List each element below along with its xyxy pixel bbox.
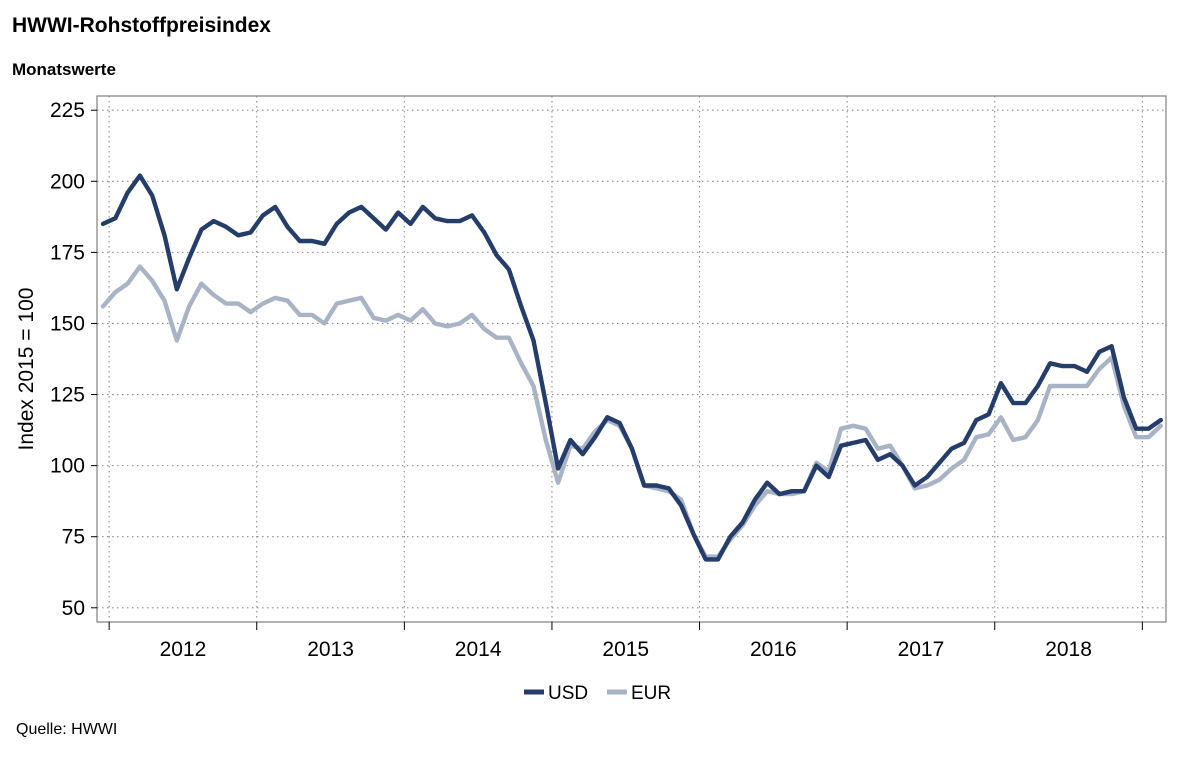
y-axis-label: Index 2015 = 100: [15, 288, 38, 451]
y-tick-label: 225: [50, 99, 85, 122]
legend-label-eur: EUR: [631, 683, 671, 704]
x-tick-label: 2017: [898, 638, 945, 661]
legend-label-usd: USD: [548, 683, 588, 704]
x-tick-label: 2016: [750, 638, 797, 661]
y-tick-label: 125: [50, 384, 85, 407]
x-tick-label: 2015: [602, 638, 649, 661]
grid-lines: [97, 96, 1166, 622]
plot-frame: [96, 95, 1167, 623]
x-tick-label: 2012: [160, 638, 207, 661]
legend: USD EUR: [524, 683, 671, 704]
x-tick-label: 2014: [455, 638, 502, 661]
y-tick-label: 50: [62, 597, 85, 620]
y-axis: 50 75 100 125 150 175 200 225: [50, 99, 97, 620]
y-tick-label: 200: [50, 170, 85, 193]
y-tick-label: 175: [50, 241, 85, 264]
chart-subtitle: Monatswerte: [12, 60, 116, 79]
series-lines: [100, 173, 1164, 562]
x-tick-label: 2018: [1045, 638, 1092, 661]
x-axis: 2012 2013 2014 2015 2016 2017 2018: [108, 622, 1143, 661]
chart-title: HWWI-Rohstoffpreisindex: [12, 14, 271, 37]
source-note: Quelle: HWWI: [16, 721, 118, 738]
y-tick-label: 100: [50, 455, 85, 478]
x-tick-label: 2013: [307, 638, 354, 661]
series-line-eur: [100, 264, 1164, 559]
series-line-usd: [100, 173, 1164, 562]
y-tick-label: 75: [62, 526, 85, 549]
y-tick-label: 150: [50, 312, 85, 335]
